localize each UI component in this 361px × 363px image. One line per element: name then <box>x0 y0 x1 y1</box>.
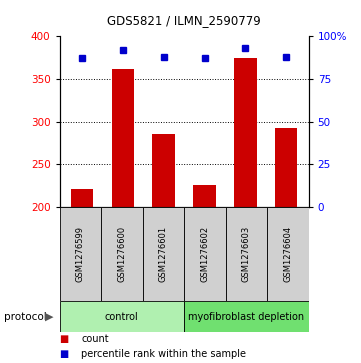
Bar <box>60 301 184 332</box>
Bar <box>112 69 134 207</box>
Text: GSM1276601: GSM1276601 <box>159 226 168 282</box>
Bar <box>101 207 143 301</box>
Text: ■: ■ <box>60 334 69 344</box>
Text: GSM1276602: GSM1276602 <box>200 226 209 282</box>
Bar <box>143 207 184 301</box>
Text: myofibroblast depletion: myofibroblast depletion <box>188 312 304 322</box>
Bar <box>267 207 309 301</box>
Bar <box>184 301 309 332</box>
Text: GSM1276603: GSM1276603 <box>242 226 251 282</box>
Bar <box>193 185 216 207</box>
Text: GSM1276604: GSM1276604 <box>283 226 292 282</box>
Text: GSM1276600: GSM1276600 <box>117 226 126 282</box>
Text: GSM1276599: GSM1276599 <box>76 226 85 282</box>
Bar <box>226 207 267 301</box>
Text: ▶: ▶ <box>44 312 53 322</box>
Text: control: control <box>105 312 139 322</box>
Bar <box>275 127 297 207</box>
Text: protocol: protocol <box>4 312 46 322</box>
Bar <box>234 58 257 207</box>
Bar <box>152 134 175 207</box>
Text: GDS5821 / ILMN_2590779: GDS5821 / ILMN_2590779 <box>107 15 261 28</box>
Text: percentile rank within the sample: percentile rank within the sample <box>81 349 246 359</box>
Text: ■: ■ <box>60 349 69 359</box>
Bar <box>184 207 226 301</box>
Bar <box>60 207 101 301</box>
Text: count: count <box>81 334 109 344</box>
Bar <box>71 189 93 207</box>
